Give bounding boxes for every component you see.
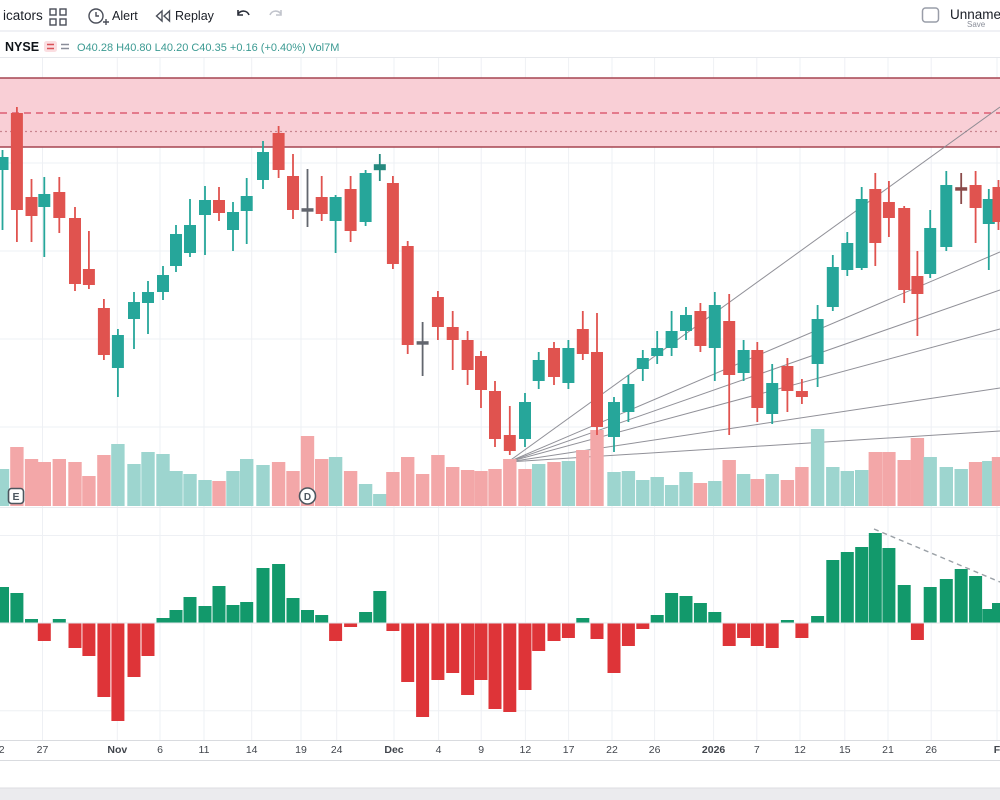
svg-text:Alert: Alert — [112, 9, 138, 23]
svg-text:11: 11 — [199, 744, 210, 756]
svg-text:Dec: Dec — [384, 744, 403, 756]
svg-text:26: 26 — [649, 744, 661, 756]
svg-text:F: F — [994, 744, 1000, 756]
svg-text:27: 27 — [37, 744, 49, 756]
svg-text:Replay: Replay — [175, 9, 215, 23]
svg-text:19: 19 — [295, 744, 307, 756]
svg-text:14: 14 — [246, 744, 258, 756]
svg-text:2: 2 — [0, 744, 5, 756]
svg-text:24: 24 — [331, 744, 343, 756]
svg-text:icators: icators — [3, 8, 43, 23]
svg-text:E: E — [12, 491, 19, 503]
svg-text:12: 12 — [794, 744, 806, 756]
svg-text:Nov: Nov — [107, 744, 127, 756]
svg-text:2026: 2026 — [702, 744, 726, 756]
svg-text:6: 6 — [157, 744, 163, 756]
svg-text:22: 22 — [606, 744, 618, 756]
svg-text:NYSE: NYSE — [5, 40, 39, 54]
svg-text:17: 17 — [563, 744, 575, 756]
svg-text:15: 15 — [839, 744, 851, 756]
svg-text:21: 21 — [882, 744, 894, 756]
svg-text:Unnamed: Unnamed — [950, 7, 1000, 22]
svg-text:Save: Save — [967, 20, 986, 29]
svg-text:7: 7 — [754, 744, 760, 756]
svg-text:12: 12 — [520, 744, 532, 756]
svg-text:4: 4 — [436, 744, 442, 756]
svg-text:D: D — [304, 492, 311, 503]
svg-text:O40.28 H40.80 L40.20 C40.35 +0: O40.28 H40.80 L40.20 C40.35 +0.16 (+0.40… — [77, 42, 339, 54]
svg-text:26: 26 — [925, 744, 937, 756]
svg-text:9: 9 — [478, 744, 484, 756]
